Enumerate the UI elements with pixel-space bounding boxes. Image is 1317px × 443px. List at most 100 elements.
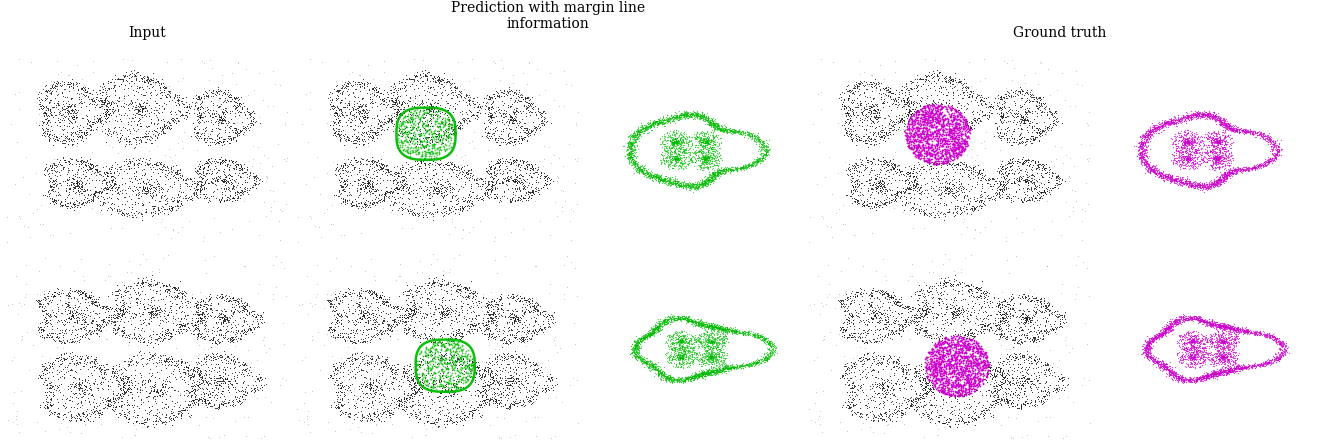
Point xyxy=(420,135,441,142)
Point xyxy=(242,381,263,389)
Point xyxy=(680,152,701,159)
Point xyxy=(1154,364,1175,371)
Point xyxy=(1177,140,1198,147)
Point xyxy=(712,359,734,366)
Point xyxy=(931,351,952,358)
Point xyxy=(1189,338,1210,346)
Point xyxy=(1209,176,1230,183)
Point xyxy=(931,142,952,149)
Point xyxy=(469,362,490,369)
Point xyxy=(400,129,421,136)
Point xyxy=(421,395,443,402)
Point xyxy=(439,341,460,348)
Point xyxy=(884,317,905,324)
Point xyxy=(65,374,86,381)
Point xyxy=(1022,110,1043,117)
Point xyxy=(464,407,485,414)
Point xyxy=(1130,139,1151,146)
Point xyxy=(921,288,942,295)
Point xyxy=(216,328,237,335)
Point xyxy=(37,121,58,128)
Point xyxy=(524,303,545,310)
Point xyxy=(161,303,182,310)
Point xyxy=(458,365,479,372)
Point xyxy=(926,125,947,132)
Point xyxy=(40,402,61,409)
Point xyxy=(481,361,502,368)
Point xyxy=(234,179,255,186)
Point xyxy=(448,388,469,395)
Point xyxy=(1180,144,1201,151)
Point xyxy=(29,403,50,410)
Point xyxy=(1179,159,1200,166)
Point xyxy=(500,155,522,163)
Point xyxy=(1010,375,1031,382)
Point xyxy=(622,148,643,155)
Point xyxy=(680,149,701,156)
Point xyxy=(75,159,96,166)
Point xyxy=(1260,331,1281,338)
Point xyxy=(956,390,977,397)
Point xyxy=(668,114,689,121)
Point xyxy=(723,363,744,370)
Point xyxy=(166,293,187,300)
Point xyxy=(1183,337,1204,344)
Point xyxy=(465,358,486,365)
Point xyxy=(320,249,341,256)
Point xyxy=(964,386,985,393)
Point xyxy=(943,297,964,304)
Point xyxy=(349,167,370,174)
Point xyxy=(336,309,357,316)
Point xyxy=(1013,401,1034,408)
Point xyxy=(202,113,223,120)
Point xyxy=(842,311,863,319)
Point xyxy=(714,368,735,375)
Point xyxy=(133,300,154,307)
Point xyxy=(540,313,561,320)
Point xyxy=(1138,127,1159,134)
Point xyxy=(951,342,972,349)
Point xyxy=(907,125,928,132)
Point xyxy=(996,309,1017,316)
Point xyxy=(38,176,59,183)
Point xyxy=(391,201,412,208)
Point xyxy=(345,317,366,324)
Point xyxy=(109,76,130,83)
Point xyxy=(1263,143,1284,150)
Point xyxy=(1189,112,1210,119)
Point xyxy=(695,138,716,145)
Point xyxy=(158,325,179,332)
Point xyxy=(1256,137,1277,144)
Point xyxy=(1223,167,1245,174)
Point xyxy=(959,404,980,411)
Point xyxy=(724,128,745,136)
Point xyxy=(950,117,971,124)
Point xyxy=(913,136,934,143)
Point xyxy=(698,148,719,155)
Point xyxy=(358,183,379,190)
Point xyxy=(361,84,382,91)
Point xyxy=(1023,197,1044,204)
Point xyxy=(497,350,518,358)
Point xyxy=(468,113,489,120)
Point xyxy=(410,373,431,381)
Point xyxy=(184,39,205,46)
Point xyxy=(848,112,869,119)
Point xyxy=(900,335,921,342)
Point xyxy=(348,141,369,148)
Point xyxy=(479,115,500,122)
Point xyxy=(690,115,711,122)
Point xyxy=(387,105,408,113)
Point xyxy=(112,208,133,215)
Point xyxy=(506,400,527,407)
Point xyxy=(1189,160,1210,167)
Point xyxy=(1179,377,1200,384)
Point xyxy=(1233,328,1254,335)
Point xyxy=(275,376,296,383)
Point xyxy=(536,172,557,179)
Point xyxy=(157,311,178,319)
Point xyxy=(910,286,931,293)
Point xyxy=(755,146,776,153)
Point xyxy=(1214,323,1235,330)
Point xyxy=(349,135,370,142)
